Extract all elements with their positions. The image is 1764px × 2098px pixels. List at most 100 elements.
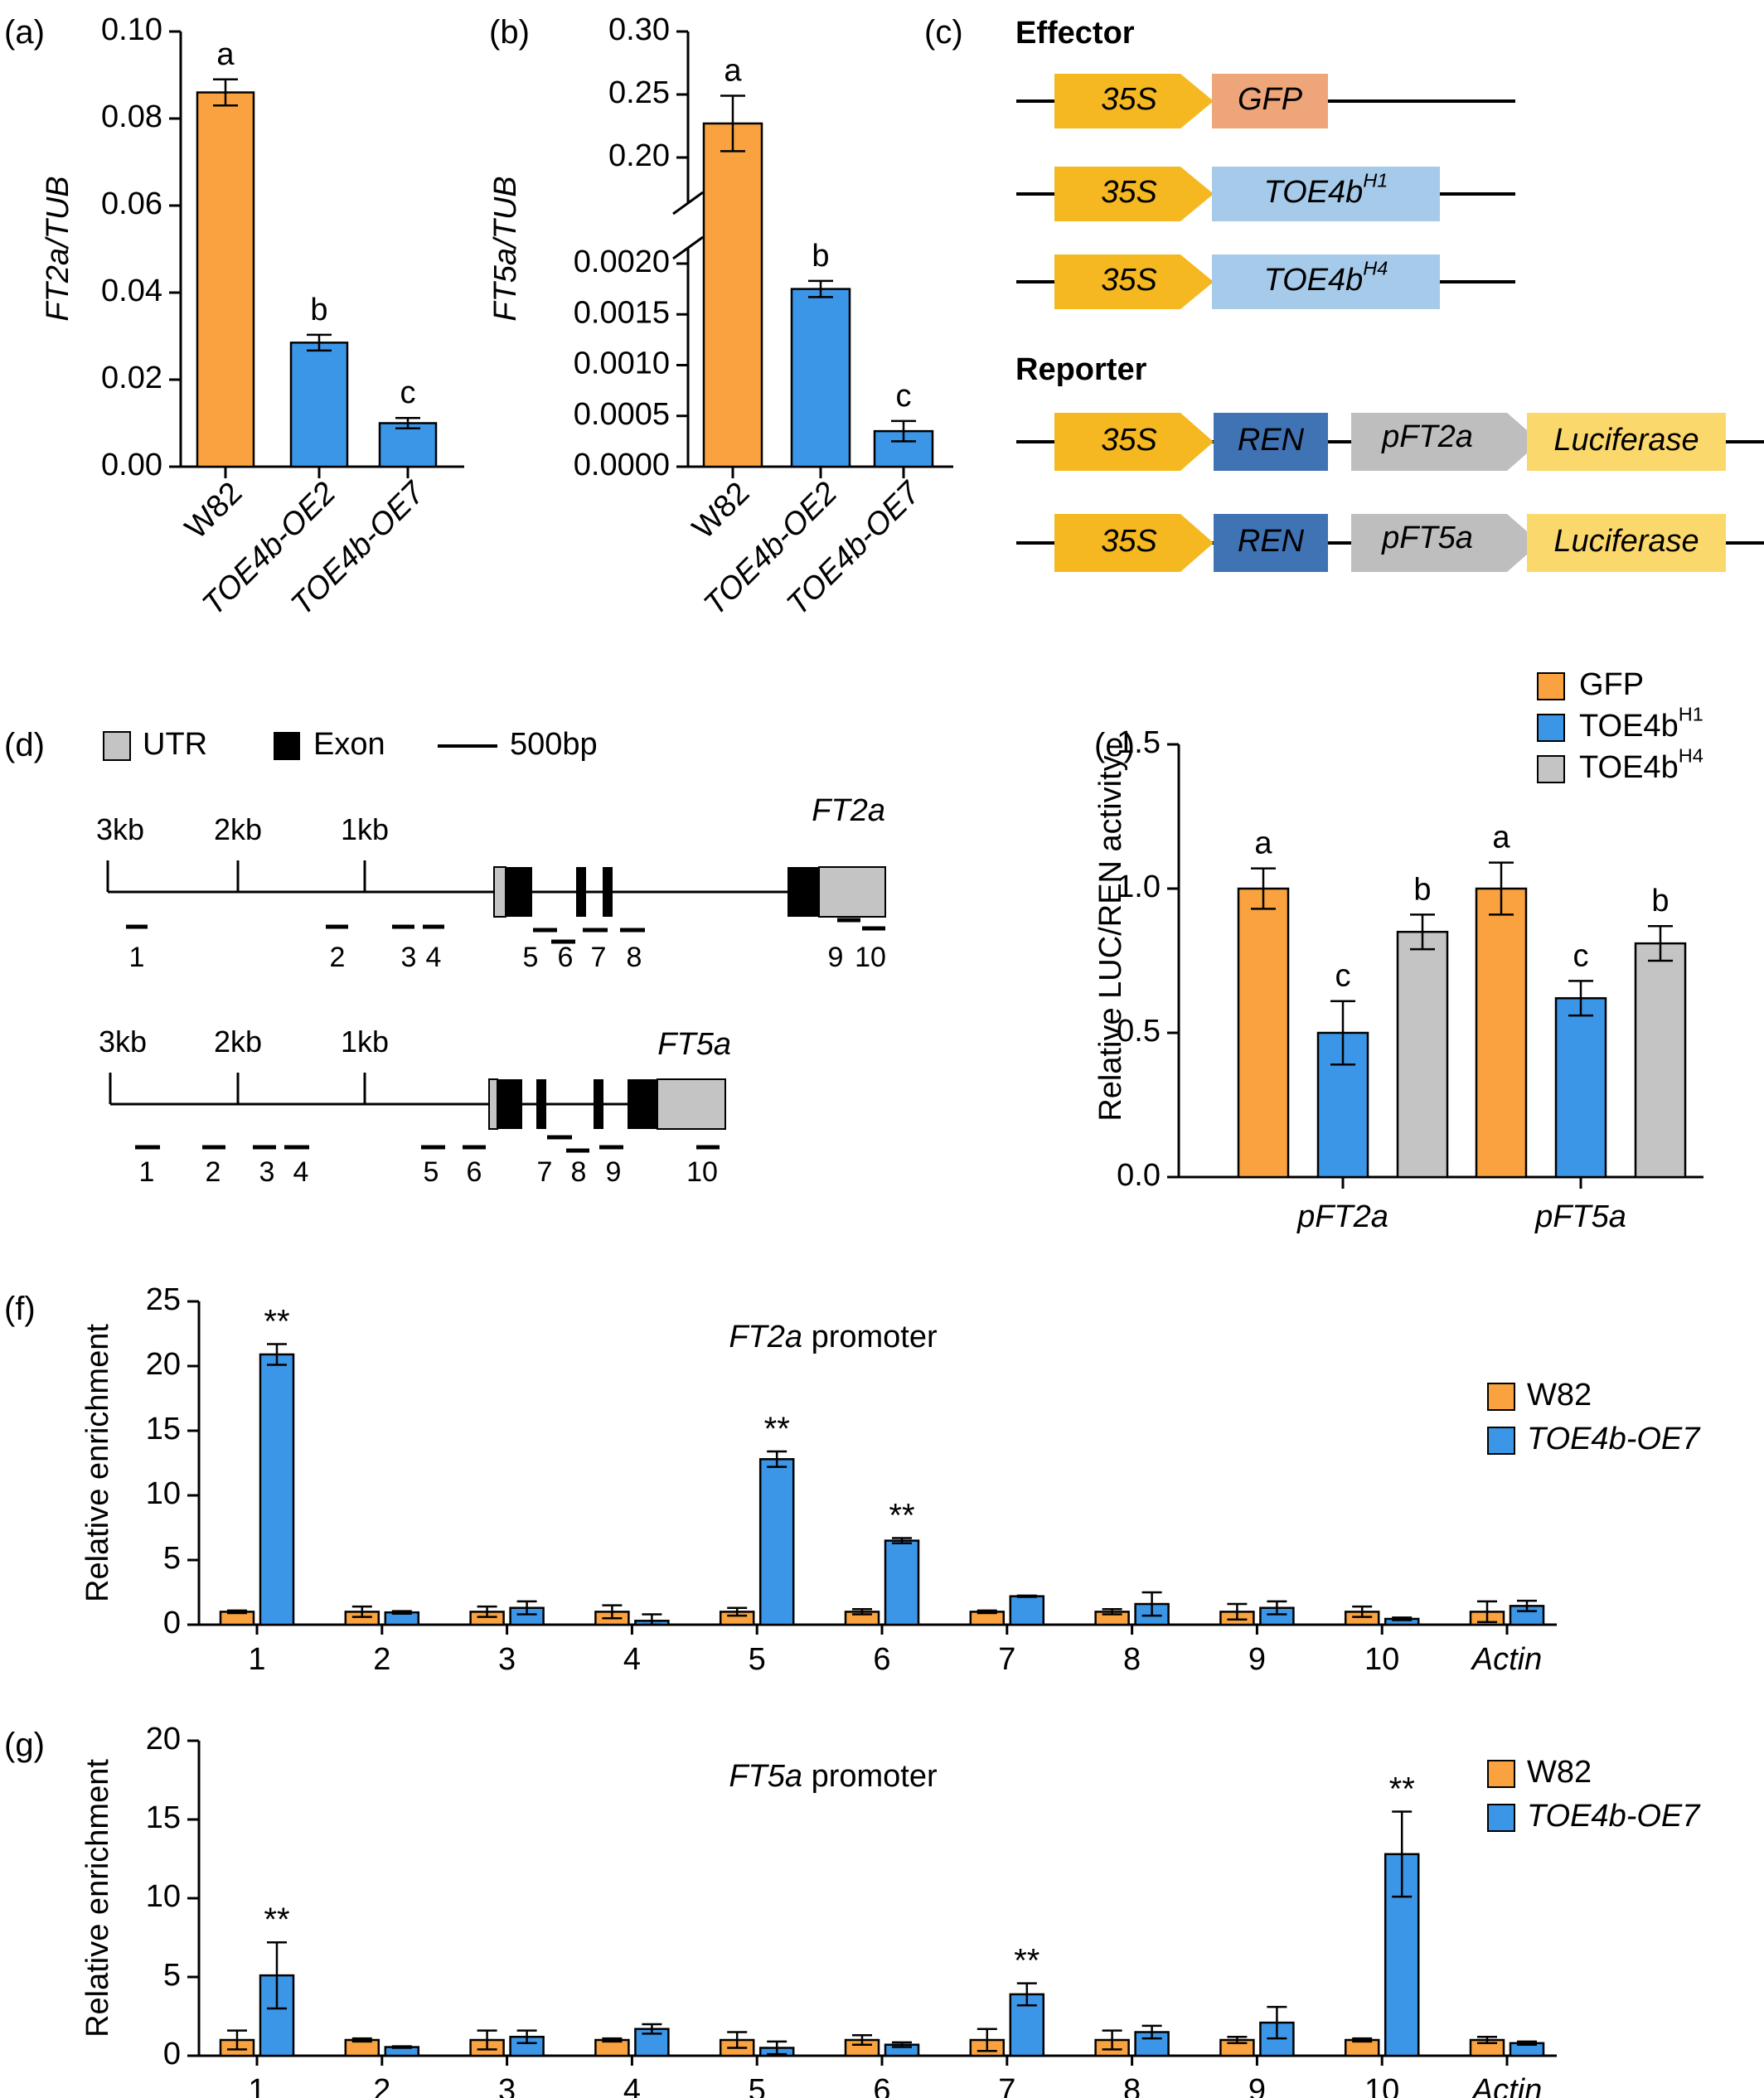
- y-tick-label-g-1: 5: [163, 1958, 181, 1993]
- legend-label-g-0: W82: [1527, 1755, 1592, 1790]
- bar-a-2: [378, 422, 438, 468]
- bar-f-1-6: [1009, 1595, 1045, 1626]
- sig-marker-g-0: **: [264, 1902, 289, 1938]
- x-tick-label-g-5: 6: [873, 2073, 890, 2098]
- chart-title-rest-f: promoter: [802, 1320, 938, 1354]
- bar-b-0: [702, 122, 763, 468]
- x-tick-label-g-3: 4: [623, 2073, 641, 2098]
- x-tick-label-a-0: W82: [178, 476, 249, 546]
- utr-box-1-1: [657, 1078, 726, 1130]
- exon-box-0-2: [603, 867, 613, 917]
- panel-label-e: (e): [1094, 727, 1135, 763]
- effector-title: Effector: [1015, 16, 1135, 51]
- y-tick-label-upper-b-1: 0.25: [608, 75, 670, 110]
- y-tick-label-a-1: 0.02: [101, 361, 162, 395]
- fragment-label-0-8: 9: [828, 942, 844, 973]
- legend-label-e-2: TOE4bH4: [1579, 745, 1703, 785]
- sig-letter-a-0: a: [216, 37, 235, 72]
- ren-box-0: [1214, 413, 1328, 471]
- x-tick-label-f-7: 8: [1123, 1642, 1141, 1677]
- legend-swatch-e-0: [1537, 672, 1565, 700]
- bar-e-2-1: [1634, 942, 1687, 1179]
- sig-letter-e-2-0: b: [1413, 872, 1431, 907]
- fragment-label-0-1: 2: [330, 942, 346, 973]
- legend-label-g-1: TOE4b-OE7: [1527, 1799, 1701, 1834]
- effector-promoter-label-0: 35S: [1101, 82, 1157, 117]
- y-tick-label-e-0: 0.0: [1117, 1158, 1161, 1193]
- effector-gene-label-2-sup: H4: [1363, 258, 1388, 279]
- sig-letter-b-2: c: [896, 379, 912, 414]
- y-tick-label-f-3: 15: [146, 1412, 181, 1446]
- x-tick-label-f-1: 2: [373, 1642, 390, 1677]
- y-tick-label-lower-b-2: 0.0010: [574, 346, 670, 381]
- legend-exon-swatch: [274, 732, 300, 760]
- reporter-promoter-label-0: 35S: [1101, 423, 1157, 458]
- exon-box-1-3: [628, 1079, 657, 1129]
- sig-letter-e-0-1: a: [1492, 821, 1510, 855]
- y-axis-label-g: Relative enrichment: [80, 1759, 115, 2037]
- sig-marker-f-5: **: [889, 1497, 914, 1534]
- y-tick-label-g-0: 0: [163, 2037, 181, 2071]
- effector-gene-box-2: [1212, 254, 1440, 309]
- x-tick-label-f-2: 3: [498, 1642, 516, 1677]
- legend-scale-label: 500bp: [510, 727, 598, 762]
- chart-title-gene-f: FT2a: [729, 1320, 802, 1354]
- y-axis-label-a: FT2a/TUB: [41, 176, 75, 321]
- y-tick-label-g-2: 10: [146, 1879, 181, 1914]
- sig-letter-e-1-0: c: [1335, 959, 1351, 994]
- exon-box-0-3: [788, 867, 819, 917]
- x-tick-label-f-5: 6: [873, 1642, 890, 1677]
- reporter-title: Reporter: [1015, 352, 1147, 387]
- legend-swatch-g-0: [1487, 1760, 1515, 1788]
- gene-tick-label-0-0: 3kb: [96, 812, 144, 846]
- effector-promoter-label-2: 35S: [1101, 263, 1157, 298]
- sig-letter-e-0-0: a: [1254, 826, 1272, 861]
- reporter-promoter-arrow-0: [1054, 413, 1214, 471]
- x-tick-label-g-6: 7: [998, 2073, 1015, 2098]
- y-tick-label-upper-b-0: 0.20: [608, 138, 670, 173]
- x-tick-label-g-1: 2: [373, 2073, 390, 2098]
- panel-b-chart: (b) 0.20 0.25 0.30 0.0000 0.0005 0.0010 0.0015 0…: [488, 12, 953, 623]
- promoter-arrow-1: [1054, 167, 1214, 221]
- fragment-label-1-7: 8: [571, 1156, 587, 1188]
- fragment-label-1-1: 2: [206, 1156, 221, 1188]
- y-tick-label-e-1: 0.5: [1117, 1014, 1161, 1049]
- exon-box-1-1: [536, 1079, 546, 1129]
- y-tick-label-f-0: 0: [163, 1606, 181, 1640]
- x-tick-label-e-0: pFT2a: [1296, 1199, 1388, 1234]
- y-tick-label-e-2: 1.0: [1117, 870, 1161, 904]
- y-tick-label-g-3: 15: [146, 1800, 181, 1835]
- axis-break-mark-1-b: [672, 191, 704, 216]
- test-promoter-label-1: pFT5a: [1381, 521, 1473, 555]
- effector-gene-label-0: GFP: [1238, 82, 1303, 117]
- panel-label-g: (g): [4, 1727, 45, 1763]
- y-axis-label-b: FT5a/TUB: [488, 176, 523, 321]
- effector-gene-box-1: [1212, 167, 1440, 221]
- promoter-arrow-2: [1054, 254, 1214, 309]
- legend-swatch-e-2: [1537, 755, 1565, 783]
- chart-title-g: FT5a promoter: [729, 1759, 938, 1794]
- panel-label-c: (c): [924, 14, 963, 51]
- y-tick-label-a-3: 0.06: [101, 187, 162, 221]
- y-tick-label-f-4: 20: [146, 1347, 181, 1382]
- bar-f-1-4: [758, 1458, 795, 1626]
- chart-title-rest-g: promoter: [802, 1759, 938, 1794]
- y-tick-label-a-0: 0.00: [101, 448, 162, 482]
- fragment-label-0-3: 4: [426, 942, 442, 973]
- bar-e-0-0: [1237, 887, 1290, 1179]
- sig-letter-b-0: a: [724, 54, 742, 89]
- sig-marker-f-4: **: [764, 1411, 790, 1447]
- effector-gene-label-2-base: TOE4b: [1264, 263, 1364, 298]
- sig-letter-e-1-1: c: [1573, 938, 1589, 973]
- test-promoter-arrow-0: [1351, 413, 1540, 471]
- fragment-label-0-7: 8: [627, 942, 642, 973]
- ren-box-1: [1214, 514, 1328, 572]
- x-tick-label-f-8: 9: [1248, 1642, 1266, 1677]
- sig-letter-b-1: b: [812, 239, 829, 274]
- x-tick-label-f-6: 7: [998, 1642, 1015, 1677]
- y-tick-label-a-5: 0.10: [101, 12, 162, 47]
- legend-swatch-f-1: [1487, 1427, 1515, 1455]
